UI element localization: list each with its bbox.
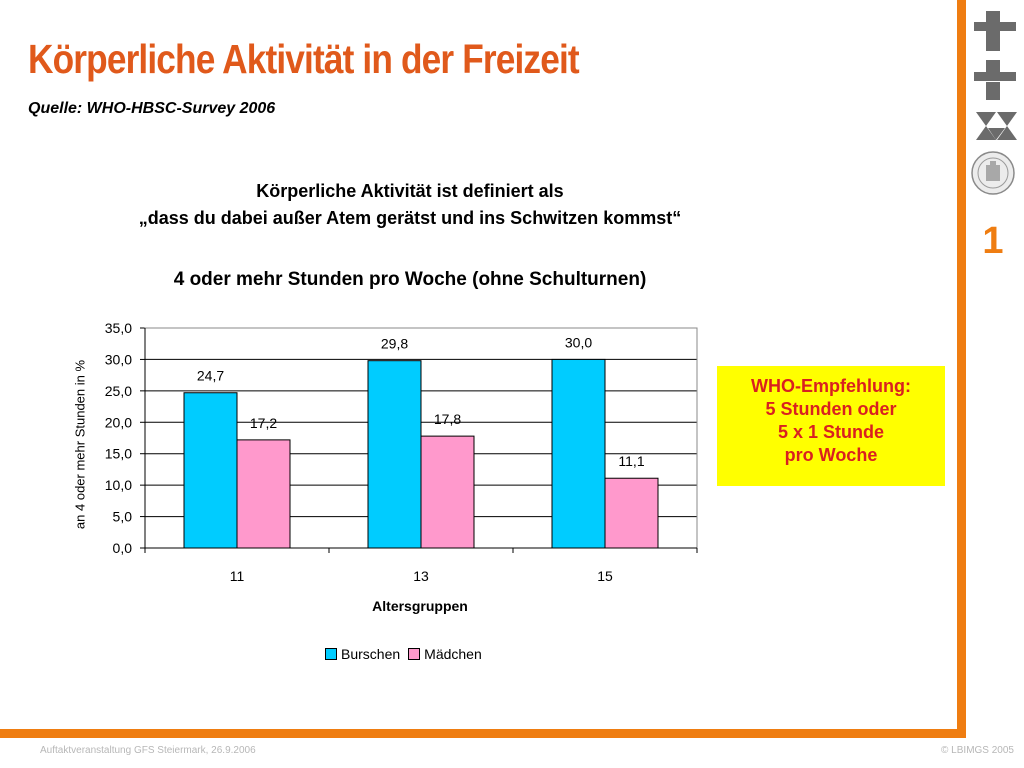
- bar-maedchen: [604, 477, 659, 549]
- legend-swatch-maedchen: [408, 648, 421, 660]
- callout-line: 5 Stunden oder: [765, 399, 897, 419]
- y-tick-label: 20,0: [105, 414, 132, 430]
- data-label: 11,1: [618, 453, 644, 469]
- callout-line: pro Woche: [784, 445, 878, 465]
- bar-burschen: [551, 358, 606, 549]
- orange-frame-right: [957, 0, 966, 735]
- x-axis-title: Altersgruppen: [372, 598, 468, 614]
- definition-line-2: „dass du dabei außer Atem gerätst und in…: [138, 208, 682, 228]
- y-tick-label: 5,0: [113, 509, 133, 525]
- bar-maedchen: [420, 435, 475, 549]
- y-tick-label: 35,0: [105, 320, 132, 336]
- x-tick-label: 13: [413, 568, 429, 584]
- y-tick-label: 0,0: [113, 540, 133, 556]
- orange-frame-bottom: [0, 729, 966, 738]
- bar-chart: 0,0 5,0 10,0 15,0 20,0 25,0 30,0 35,0 24,7 17,2 11…: [105, 320, 698, 584]
- who-recommendation-box: WHO-Empfehlung: 5 Stunden oder 5 x 1 Stu…: [717, 366, 945, 486]
- data-label: 17,8: [434, 411, 461, 427]
- y-tick-label: 30,0: [105, 351, 132, 367]
- x-tick-label: 11: [230, 568, 245, 584]
- y-axis-title: an 4 oder mehr Stunden in %: [72, 359, 88, 530]
- data-label: 29,8: [381, 336, 408, 352]
- legend-item-maedchen: Mädchen: [408, 646, 482, 662]
- callout-line: 5 x 1 Stunde: [777, 422, 885, 442]
- university-seal-icon: [971, 151, 1015, 195]
- slide-number: 1: [982, 220, 1004, 262]
- slide-title: Körperliche Aktivität in der Freizeit: [28, 36, 580, 82]
- legend-swatch-burschen: [325, 648, 337, 660]
- institute-logo-icon: [974, 11, 1017, 140]
- x-tick-label: 15: [597, 568, 613, 584]
- y-tick-label: 15,0: [105, 446, 132, 462]
- y-tick-label: 25,0: [105, 383, 132, 399]
- legend-label-maedchen: Mädchen: [424, 646, 482, 662]
- footer-event: Auftaktveranstaltung GFS Steiermark, 26.…: [40, 745, 256, 756]
- chart-title: 4 oder mehr Stunden pro Woche (ohne Schu…: [173, 269, 647, 290]
- callout-line: WHO-Empfehlung:: [751, 376, 911, 396]
- bar-maedchen: [236, 439, 291, 549]
- bar-burschen: [367, 360, 422, 549]
- source-subtitle: Quelle: WHO-HBSC-Survey 2006: [28, 100, 276, 117]
- footer-copyright: © LBIMGS 2005: [941, 745, 1014, 756]
- data-label: 24,7: [197, 368, 224, 384]
- y-tick-label: 10,0: [105, 477, 132, 493]
- chart-legend: Burschen Mädchen: [325, 646, 490, 662]
- bar-burschen: [183, 392, 238, 549]
- data-label: 17,2: [250, 415, 277, 431]
- definition-line-1: Körperliche Aktivität ist definiert als: [256, 181, 564, 201]
- legend-item-burschen: Burschen: [325, 646, 400, 662]
- data-label: 30,0: [565, 334, 592, 350]
- legend-label-burschen: Burschen: [341, 646, 401, 662]
